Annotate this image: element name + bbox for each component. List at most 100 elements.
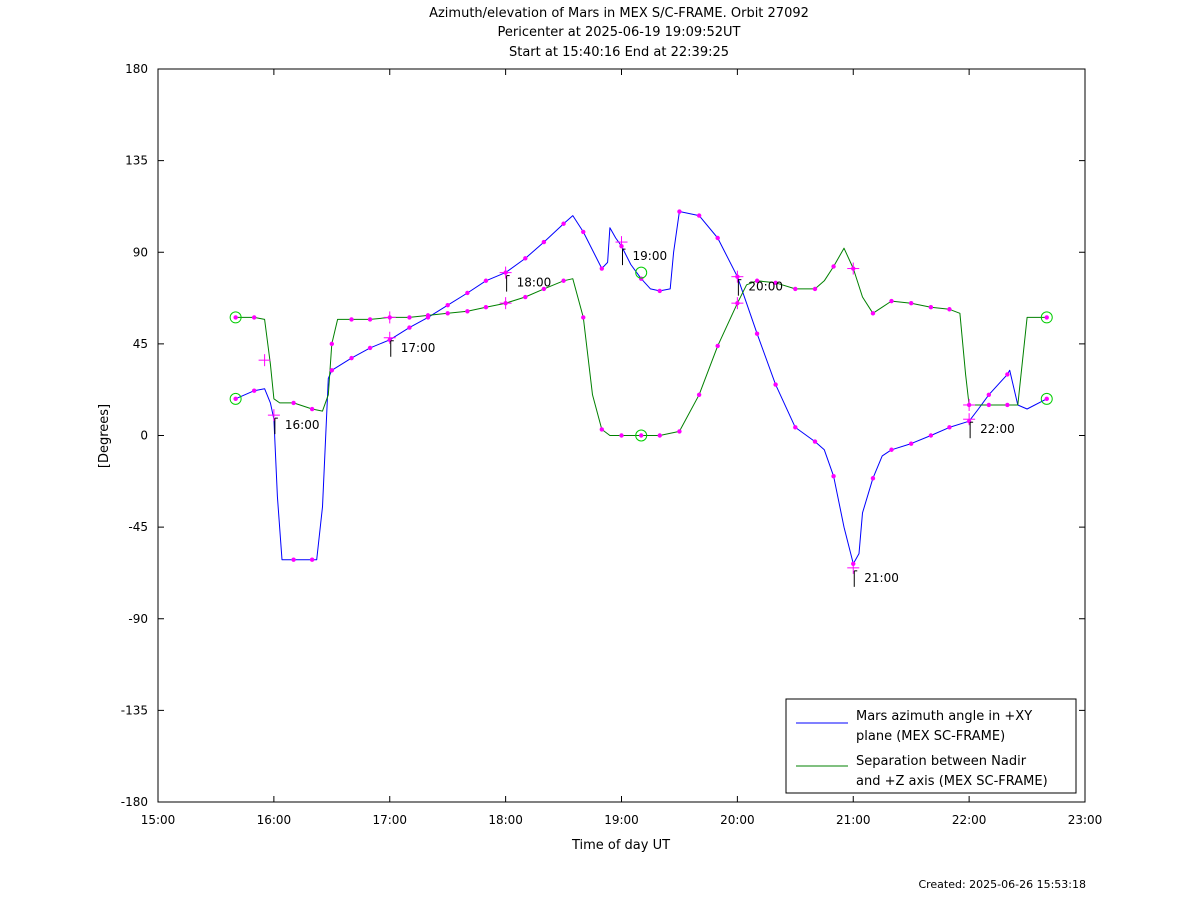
sample-point-separation [947, 307, 952, 312]
endpoint-circle-separation [229, 311, 242, 324]
x-tick-label: 16:00 [257, 813, 292, 827]
chart-title-line-3: Start at 15:40:16 End at 22:39:25 [509, 45, 729, 60]
axis-ticks: 15:00 16:00 17:00 18:00 19:00 20:00 21:00 22:00… [121, 62, 1103, 827]
x-tick-label: 23:00 [1068, 813, 1103, 827]
sample-point-azimuth [638, 276, 644, 281]
sample-point-azimuth [349, 355, 354, 361]
sample-point-separation [465, 309, 470, 314]
hour-annotation-label: 19:00 [633, 249, 668, 263]
sample-point-azimuth [407, 325, 412, 330]
sample-point-azimuth [754, 331, 760, 336]
sample-point-separation [407, 315, 412, 320]
sample-point-separation [425, 313, 431, 318]
chart-title-line-1: Azimuth/elevation of Mars in MEX S/C-FRA… [429, 6, 809, 21]
sample-point-azimuth [523, 256, 528, 261]
legend-entry-azimuth-line-2: plane (MEX SC-FRAME) [856, 729, 1005, 744]
y-tick-label: 180 [125, 62, 148, 76]
sample-point-separation [561, 278, 566, 283]
sample-point-azimuth [1044, 396, 1049, 402]
legend-entry-separation-line-2: and +Z axis (MEX SC-FRAME) [856, 774, 1048, 789]
sample-point-azimuth [657, 288, 662, 294]
y-axis-label: [Degrees] [97, 404, 112, 468]
legend-entry-azimuth-line-1: Mars azimuth angle in +XY [856, 709, 1032, 724]
endpoint-circle-separation [1040, 311, 1053, 324]
marker-layer [229, 209, 1053, 574]
sample-point-separation [541, 286, 547, 292]
sample-point-azimuth [483, 278, 489, 283]
sample-point-separation [291, 400, 296, 406]
x-axis-label: Time of day UT [571, 838, 670, 853]
sample-point-azimuth [947, 425, 952, 430]
sample-point-azimuth [889, 447, 894, 452]
endpoint-circle-azimuth [1040, 392, 1053, 405]
sample-point-separation [986, 402, 992, 408]
sample-point-separation [483, 305, 489, 310]
sample-point-azimuth [831, 474, 836, 479]
sample-point-azimuth [367, 345, 373, 351]
sample-point-separation [329, 341, 335, 347]
y-tick-label: 0 [140, 429, 148, 443]
sample-point-azimuth [677, 209, 682, 214]
sample-point-separation [889, 298, 894, 304]
sample-point-separation [619, 433, 624, 438]
sample-point-azimuth [329, 368, 335, 373]
sample-point-separation [870, 311, 876, 316]
legend-entry-separation-line-1: Separation between Nadir [856, 754, 1027, 769]
series-line-separation [235, 247, 1047, 436]
sample-point-separation [523, 294, 528, 300]
sample-point-azimuth [541, 239, 547, 245]
sample-point-separation [349, 317, 354, 322]
y-tick-label: -180 [121, 795, 148, 809]
hour-annotation-label: 20:00 [748, 280, 783, 294]
sample-point-azimuth [581, 229, 586, 235]
sample-point-separation [445, 311, 450, 316]
hour-annotation-label: 17:00 [401, 341, 436, 355]
sample-point-separation [1044, 315, 1049, 320]
hour-annotation-label: 22:00 [980, 422, 1015, 436]
sample-point-separation [251, 315, 257, 320]
sample-point-separation [677, 429, 682, 434]
legend-box [785, 698, 1077, 794]
sample-point-azimuth [870, 476, 876, 481]
x-tick-label: 18:00 [488, 813, 523, 827]
x-tick-label: 17:00 [372, 813, 407, 827]
sample-point-separation [1005, 402, 1010, 408]
sample-point-azimuth [599, 266, 605, 271]
sample-point-separation [233, 315, 238, 320]
hour-annotation-label: 16:00 [285, 418, 320, 432]
sample-point-separation [367, 317, 373, 322]
sample-point-separation [581, 315, 586, 320]
sample-point-azimuth [812, 439, 818, 444]
sample-point-azimuth [251, 388, 257, 393]
sample-point-azimuth [465, 290, 470, 296]
sample-point-separation [657, 433, 662, 438]
sample-point-azimuth [773, 382, 778, 387]
chart-title-line-2: Pericenter at 2025-06-19 19:09:52UT [497, 25, 740, 40]
hour-annotation-label: 21:00 [864, 571, 899, 585]
sample-point-separation [851, 266, 856, 271]
y-tick-label: 135 [125, 154, 148, 168]
x-tick-label: 19:00 [604, 813, 639, 827]
sample-point-separation [793, 286, 798, 292]
sample-point-separation [638, 433, 644, 438]
sample-point-azimuth [715, 235, 720, 241]
sample-point-separation [599, 427, 605, 432]
sample-point-azimuth [793, 425, 798, 430]
endpoint-circle-separation [635, 429, 648, 442]
sample-point-separation [908, 300, 914, 306]
y-tick-label: -45 [128, 520, 148, 534]
y-tick-label: -90 [128, 612, 148, 626]
y-tick-label: 45 [133, 337, 148, 351]
series-layer [235, 211, 1048, 565]
sample-point-azimuth [908, 441, 914, 446]
sample-point-azimuth [1005, 372, 1010, 377]
created-timestamp: Created: 2025-06-26 15:53:18 [918, 878, 1086, 891]
hour-annotation-label: 18:00 [517, 276, 552, 290]
sample-point-azimuth [309, 557, 315, 562]
x-tick-label: 15:00 [141, 813, 176, 827]
sample-point-separation [831, 264, 836, 269]
sample-point-separation [754, 278, 760, 283]
series-line-azimuth [235, 211, 1048, 565]
sample-point-separation [773, 280, 778, 285]
